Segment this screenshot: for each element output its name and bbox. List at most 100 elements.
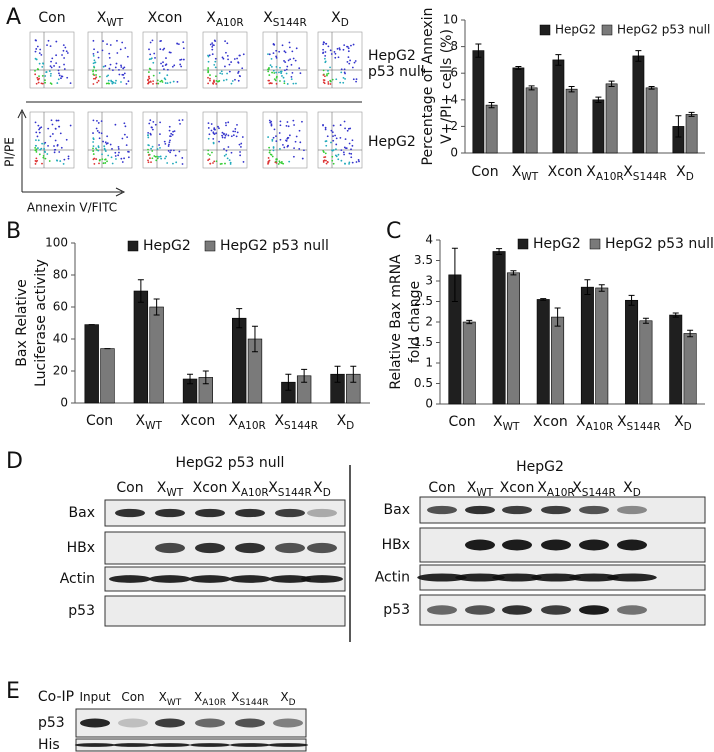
row-label: HBx: [67, 540, 95, 556]
flow-dot: [165, 57, 167, 59]
flow-dot: [293, 147, 295, 149]
flow-dot: [221, 56, 224, 59]
label-part: Con: [86, 413, 113, 429]
flow-dot: [128, 150, 130, 153]
flow-dot: [275, 71, 278, 74]
flow-dot: [273, 78, 276, 81]
bar: [506, 272, 520, 405]
flow-dot: [151, 145, 154, 148]
flow-dot: [214, 57, 217, 60]
blot-strip: [104, 595, 346, 627]
flow-dot: [224, 121, 227, 124]
flow-dot: [181, 157, 184, 159]
flow-dot: [213, 44, 215, 47]
flow-dot: [273, 128, 276, 131]
flow-dot: [275, 158, 278, 161]
flow-dot: [230, 151, 233, 154]
flow-dot: [126, 55, 129, 58]
flow-dot: [350, 152, 353, 155]
flow-dot: [175, 161, 178, 164]
flow-dot: [211, 42, 214, 45]
flow-dot: [215, 160, 218, 163]
flow-dot: [57, 119, 60, 122]
flow-dot: [348, 152, 351, 155]
label-part: Con: [121, 690, 144, 704]
flow-dot: [344, 78, 346, 80]
flow-dot: [239, 154, 242, 157]
flow-dot: [295, 82, 297, 85]
flow-dot: [291, 71, 294, 74]
flow-dot: [147, 159, 149, 162]
flow-dot: [149, 53, 152, 56]
flow-dot: [92, 119, 95, 122]
flow-dot: [332, 162, 335, 165]
flow-dot: [58, 66, 61, 68]
flow-dot: [179, 63, 182, 66]
flow-dot: [345, 147, 347, 150]
flow-dot: [267, 160, 270, 163]
flow-dot: [340, 149, 343, 151]
label-part: X: [159, 690, 167, 704]
flow-dot: [239, 54, 241, 57]
flow-dot: [299, 72, 302, 75]
flow-dot: [99, 158, 101, 161]
flow-dot: [152, 82, 154, 85]
lane-label: XS144R: [231, 690, 268, 708]
flow-dot: [278, 71, 280, 74]
flow-dot: [282, 76, 285, 79]
label-part: D: [341, 17, 349, 29]
flow-dot: [108, 82, 110, 85]
flow-dot: [293, 124, 295, 126]
flow-dot: [298, 147, 301, 150]
flow-dot: [327, 83, 330, 85]
x-tick-label: Con: [471, 164, 498, 180]
flow-dot: [225, 78, 228, 81]
flow-dot: [348, 162, 350, 165]
bar: [133, 290, 149, 404]
flow-dot: [97, 56, 100, 59]
y-tick-label: 6: [450, 66, 458, 80]
y-axis-title: fold change: [407, 281, 423, 363]
error-bar: [672, 312, 679, 318]
flow-dot: [337, 158, 340, 161]
flow-dot: [233, 58, 236, 60]
flow-dot: [176, 80, 179, 83]
flow-dot: [66, 52, 69, 54]
flow-dot: [214, 60, 217, 63]
flow-dot: [333, 51, 336, 53]
flow-dot: [38, 153, 41, 156]
flow-dot: [211, 45, 214, 48]
flow-dot: [182, 58, 185, 61]
lane-label: XA10R: [537, 480, 574, 499]
flow-dot: [322, 43, 325, 46]
label-part: X: [263, 10, 273, 26]
bar: [592, 99, 605, 154]
band: [579, 605, 609, 615]
y-tick-label: 20: [53, 364, 68, 378]
flow-dot: [35, 131, 38, 134]
flow-dot: [225, 149, 228, 152]
flow-dot: [105, 142, 108, 145]
flow-dot: [123, 76, 125, 79]
flow-dot: [59, 132, 62, 135]
y-tick-label: 8: [450, 39, 458, 53]
lane-label: XS144R: [572, 480, 616, 499]
bar: [525, 87, 538, 154]
flow-dot: [329, 49, 332, 52]
flow-dot: [98, 131, 101, 134]
flow-dot: [37, 147, 39, 149]
x-tick-label: XWT: [512, 164, 539, 183]
flow-dot: [283, 146, 286, 149]
flow-dot: [106, 135, 109, 138]
flow-dot: [55, 119, 58, 122]
flow-dot: [148, 77, 151, 80]
flow-dot: [53, 65, 55, 67]
flow-dot: [225, 124, 227, 127]
flow-dot: [226, 72, 228, 75]
flow-dot: [238, 143, 241, 146]
flow-dot: [47, 127, 50, 130]
flow-dot: [152, 61, 155, 64]
y-tick-label: 1.5: [414, 335, 433, 349]
flow-dot: [148, 58, 151, 61]
flow-dot: [40, 82, 43, 85]
